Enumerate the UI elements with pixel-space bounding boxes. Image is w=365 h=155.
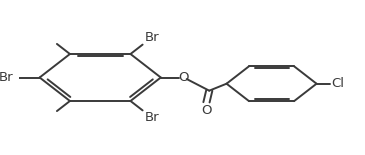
Text: Cl: Cl <box>331 77 345 90</box>
Text: O: O <box>201 104 212 117</box>
Text: Br: Br <box>144 31 159 44</box>
Text: Br: Br <box>0 71 14 84</box>
Text: Br: Br <box>144 111 159 124</box>
Text: O: O <box>178 71 189 84</box>
